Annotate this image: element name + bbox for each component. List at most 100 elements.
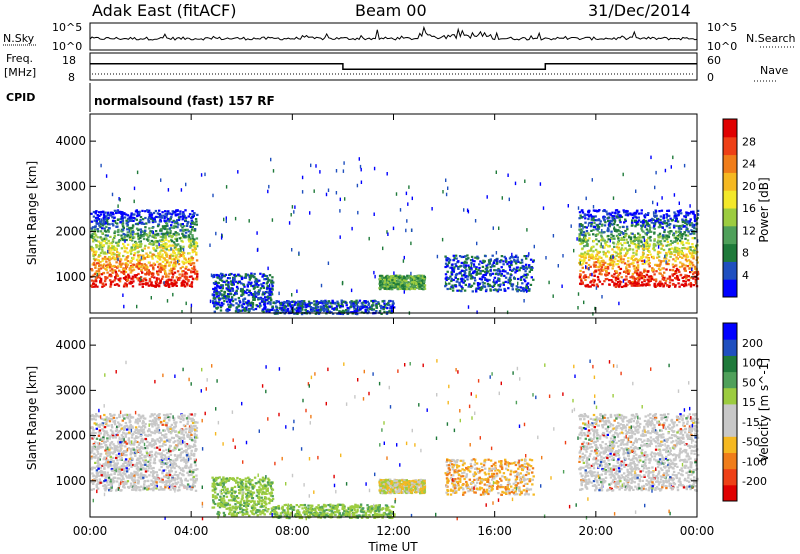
echo-cell (646, 278, 649, 281)
echo-cell (109, 213, 112, 216)
echo-cell (132, 216, 135, 220)
echo-cell (122, 233, 125, 236)
echo-cell (165, 222, 169, 225)
echo-cell (588, 233, 591, 236)
echo-cell (669, 242, 672, 246)
echo-cell (601, 229, 603, 233)
echo-cell (626, 214, 630, 217)
echo-cell (388, 304, 391, 307)
echo-cell (600, 269, 604, 272)
echo-cell (570, 224, 572, 228)
echo-cell (94, 278, 97, 281)
echo-cell (165, 243, 168, 246)
echo-cell (493, 279, 495, 283)
echo-cell (98, 276, 101, 279)
echo-cell (118, 255, 121, 258)
echo-cell (155, 215, 158, 218)
echo-cell (647, 219, 651, 222)
echo-cell (661, 244, 665, 247)
echo-cell (388, 280, 391, 283)
echo-cell (131, 216, 134, 219)
echo-cell (242, 290, 246, 293)
echo-cell (149, 283, 152, 286)
echo-cell (423, 284, 427, 287)
echo-cell (174, 231, 177, 234)
echo-cell (227, 282, 230, 285)
echo-cell (671, 241, 674, 244)
echo-cell (485, 288, 488, 291)
echo-cell (248, 307, 251, 311)
echo-cell (618, 226, 621, 229)
noise-right-bottom-tick: 10^0 (707, 40, 737, 53)
echo-cell (607, 272, 611, 275)
echo-cell (635, 243, 639, 247)
echo-cell (137, 265, 141, 268)
echo-cell (101, 282, 104, 285)
echo-cell (604, 278, 608, 281)
echo-cell (579, 214, 582, 217)
echo-cell (650, 155, 652, 160)
echo-cell (399, 278, 402, 281)
echo-cell (125, 465, 128, 468)
echo-cell (604, 267, 607, 270)
echo-cell (159, 218, 162, 221)
echo-cell (581, 247, 584, 250)
echo-cell (629, 236, 633, 239)
echo-cell (122, 270, 126, 273)
echo-cell (676, 237, 679, 241)
echo-cell (525, 257, 528, 260)
echo-cell (605, 244, 608, 247)
echo-cell (686, 227, 689, 231)
echo-cell (492, 226, 494, 230)
echo-cell (108, 259, 111, 262)
echo-cell (271, 218, 274, 222)
echo-cell (135, 265, 139, 268)
echo-cell (109, 257, 113, 261)
echo-cell (379, 280, 383, 283)
echo-cell (386, 311, 389, 314)
echo-cell (684, 264, 687, 267)
echo-cell (582, 259, 585, 262)
echo-cell (650, 277, 654, 280)
echo-cell (485, 278, 488, 281)
echo-cell (491, 263, 494, 266)
echo-cell (607, 234, 610, 238)
echo-cell (234, 298, 237, 301)
echo-cell (185, 282, 189, 285)
echo-cell (125, 265, 129, 268)
echo-cell (616, 216, 620, 219)
echo-cell (175, 209, 178, 212)
echo-cell (317, 308, 321, 312)
echo-cell (688, 250, 691, 253)
echo-cell (104, 264, 108, 267)
echo-cell (511, 260, 513, 265)
echo-cell (622, 238, 625, 241)
echo-cell (282, 308, 285, 311)
echo-cell (502, 281, 505, 284)
echo-cell (588, 221, 591, 225)
power-ylabel: Slant Range [km] (25, 161, 39, 265)
echo-cell (108, 262, 111, 265)
echo-cell (165, 219, 169, 222)
echo-cell (141, 258, 145, 261)
echo-cell (402, 259, 405, 263)
echo-cell (228, 301, 232, 304)
echo-cell (304, 303, 308, 306)
echo-cell (627, 280, 630, 283)
echo-cell (517, 289, 521, 292)
echo-cell (484, 290, 488, 293)
echo-cell (622, 209, 625, 212)
echo-cell (583, 236, 587, 239)
echo-cell (252, 308, 255, 311)
echo-cell (163, 215, 167, 218)
echo-cell (322, 306, 325, 309)
echo-cell (259, 297, 262, 300)
echo-cell (104, 234, 107, 237)
echo-cell (619, 250, 622, 253)
echo-cell (644, 232, 647, 235)
echo-cell (331, 301, 334, 304)
echo-cell (138, 214, 141, 217)
echo-cell (681, 220, 685, 224)
